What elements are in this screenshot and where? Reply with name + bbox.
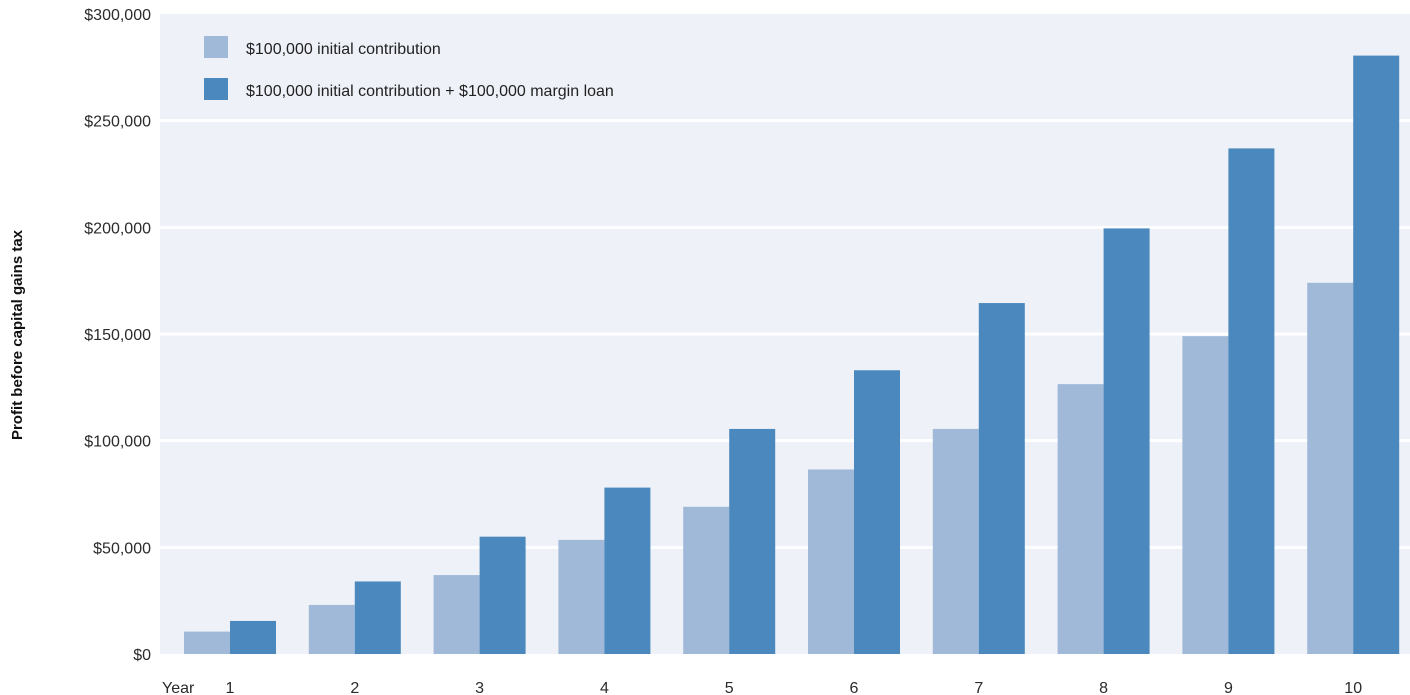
legend: $100,000 initial contribution $100,000 i…	[204, 36, 614, 100]
x-tick-labels: Year 1 2 3 4 5 6 7 8 9 10	[162, 680, 1362, 695]
y-tick-label: $100,000	[84, 434, 151, 451]
y-axis-title: Profit before capital gains tax	[9, 229, 26, 440]
bar-series-2	[1103, 228, 1150, 654]
bar-series-1	[808, 469, 854, 654]
x-tick-label: 3	[475, 680, 484, 695]
bar-series-2	[978, 303, 1025, 654]
x-tick-label: 7	[974, 680, 983, 695]
bar-series-2	[729, 428, 776, 654]
bar-series-1	[184, 631, 230, 654]
x-tick-label: 8	[1099, 680, 1108, 695]
y-tick-label: $50,000	[93, 540, 151, 557]
y-tick-label: $200,000	[84, 220, 151, 237]
bar-series-2	[354, 581, 401, 654]
bar-series-2	[1228, 148, 1275, 654]
bar-series-1	[1057, 384, 1104, 654]
x-tick-label: 1	[226, 680, 235, 695]
x-axis-prefix: Year	[162, 680, 195, 695]
x-tick-label: 4	[600, 680, 609, 695]
bar-series-2	[1353, 55, 1400, 655]
bar-series-2	[854, 370, 900, 654]
legend-label-series-2: $100,000 initial contribution + $100,000…	[246, 83, 614, 100]
y-tick-label: $250,000	[84, 114, 151, 131]
bar-series-2	[604, 487, 651, 654]
legend-swatch-series-2	[204, 78, 228, 100]
bar-series-1	[433, 575, 480, 654]
bar-series-1	[558, 539, 605, 654]
bar-series-1	[932, 428, 979, 654]
bar-series-1	[1182, 336, 1229, 654]
y-tick-labels: $0 $50,000 $100,000 $150,000 $200,000 $250,00…	[84, 7, 151, 664]
y-tick-label: $150,000	[84, 327, 151, 344]
x-tick-label: 6	[850, 680, 859, 695]
y-tick-label: $300,000	[84, 7, 151, 24]
x-tick-label: 9	[1224, 680, 1233, 695]
bar-series-1	[1307, 282, 1354, 654]
y-tick-label: $0	[133, 647, 151, 664]
bar-series-1	[308, 604, 355, 654]
legend-swatch-series-1	[204, 36, 228, 58]
bar-series-2	[230, 620, 276, 654]
bars	[184, 55, 1400, 655]
bar-series-1	[683, 506, 730, 654]
x-tick-label: 5	[725, 680, 734, 695]
x-tick-label: 10	[1344, 680, 1362, 695]
bar-series-2	[479, 536, 526, 654]
x-tick-label: 2	[350, 680, 359, 695]
legend-label-series-1: $100,000 initial contribution	[246, 41, 441, 58]
